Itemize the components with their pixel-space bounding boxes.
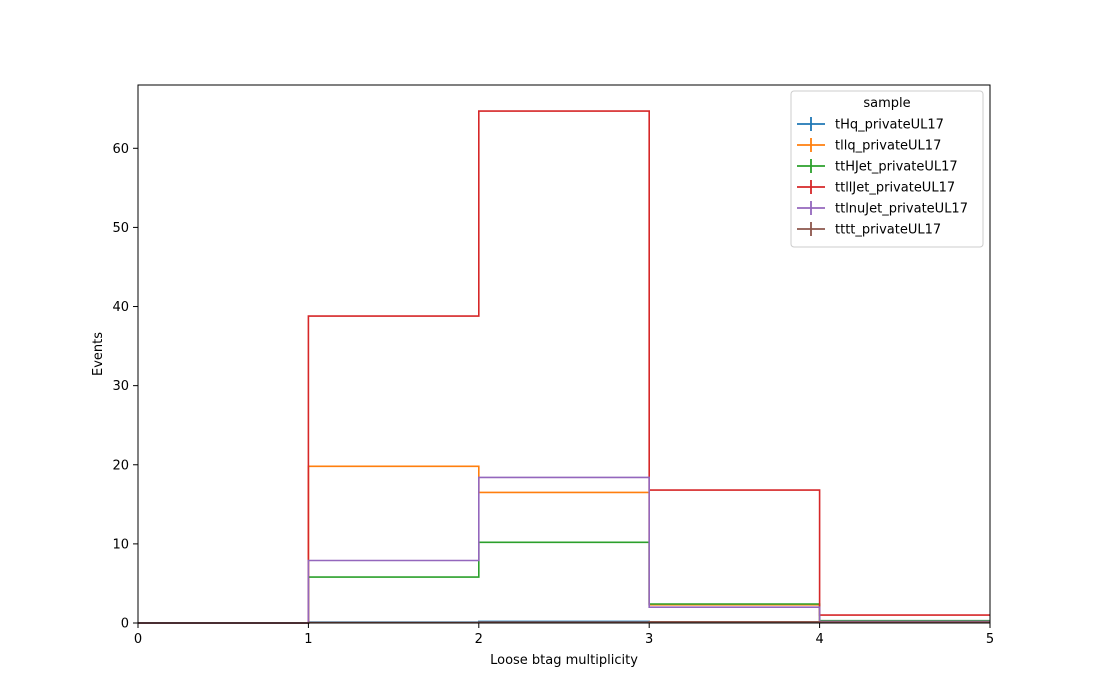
legend-item-tHq_privateUL17: tHq_privateUL17 [797, 117, 944, 133]
legend-item-tllq_privateUL17: tllq_privateUL17 [797, 138, 941, 154]
series-line-ttlnuJet_privateUL17 [138, 476, 990, 624]
x-axis-label: Loose btag multiplicity [490, 653, 638, 668]
series-ttllJet_privateUL17 [138, 110, 990, 624]
y-tick-label: 20 [112, 458, 129, 473]
y-tick-label: 30 [112, 379, 129, 394]
series-line-ttllJet_privateUL17 [138, 110, 990, 624]
legend-item-tttt_privateUL17: tttt_privateUL17 [797, 222, 941, 238]
y-tick-label: 40 [112, 300, 129, 315]
legend-box [790, 90, 984, 248]
legend-label: tttt_privateUL17 [835, 223, 941, 238]
legend-label: tllq_privateUL17 [835, 139, 941, 154]
legend-label: ttlnuJet_privateUL17 [835, 202, 968, 217]
legend-label: ttllJet_privateUL17 [835, 181, 955, 196]
y-tick-label: 50 [112, 221, 129, 236]
axes-layer [137, 84, 991, 624]
legend-item-ttHJet_privateUL17: ttHJet_privateUL17 [797, 159, 958, 175]
y-axis-label: Events [91, 332, 106, 376]
y-tick-label: 60 [112, 142, 129, 157]
axes-frame [137, 84, 991, 624]
x-tick-label: 0 [134, 632, 142, 647]
x-tick-label: 4 [815, 632, 823, 647]
legend-label: tHq_privateUL17 [835, 118, 944, 133]
legend: sample tHq_privateUL17 tllq_privateUL17tt… [790, 90, 984, 248]
legend-item-ttlnuJet_privateUL17: ttlnuJet_privateUL17 [797, 201, 968, 217]
y-tick-label: 10 [112, 537, 129, 552]
series-ttlnuJet_privateUL17 [138, 476, 990, 624]
legend-label: ttHJet_privateUL17 [835, 160, 958, 175]
x-tick-label: 3 [645, 632, 653, 647]
legend-title: sample [863, 96, 910, 111]
legend-item-ttllJet_privateUL17: ttllJet_privateUL17 [797, 180, 955, 196]
x-tick-label: 2 [475, 632, 483, 647]
x-tick-label: 1 [304, 632, 312, 647]
y-tick-label: 0 [121, 617, 129, 632]
x-tick-label: 5 [986, 632, 994, 647]
